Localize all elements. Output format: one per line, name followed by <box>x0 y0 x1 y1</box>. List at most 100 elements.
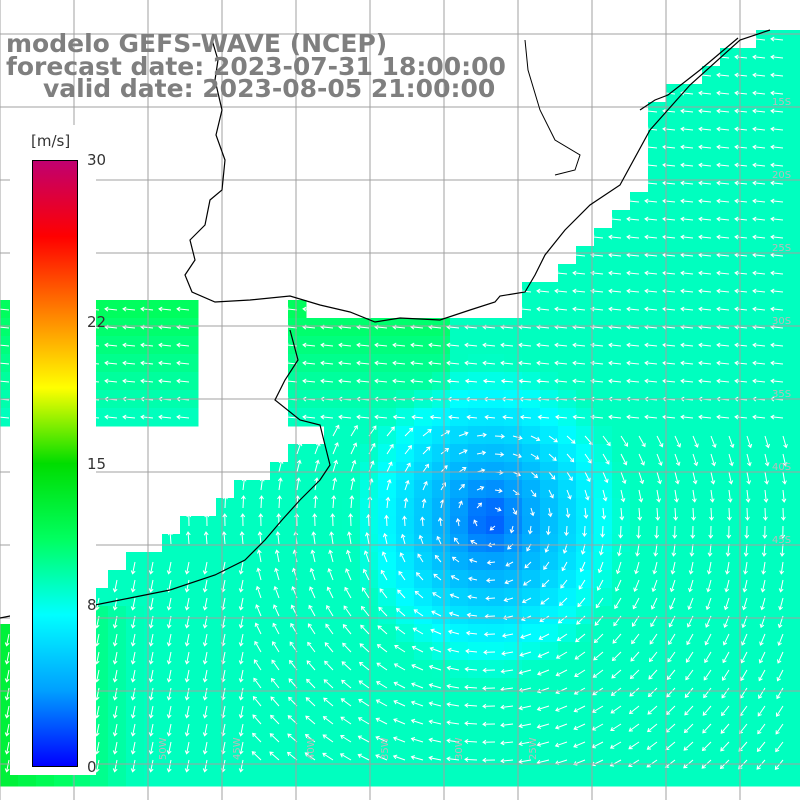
wind-arrow <box>698 252 712 258</box>
wind-arrow <box>270 696 280 707</box>
wind-arrow <box>404 445 412 455</box>
wind-arrow <box>259 477 265 491</box>
field-cell <box>648 480 667 499</box>
wind-arrow <box>662 180 676 186</box>
wind-arrow <box>536 378 550 384</box>
field-cell <box>666 138 685 157</box>
wind-arrow <box>674 435 682 448</box>
field-cell <box>594 246 613 265</box>
field-cell <box>666 570 685 589</box>
field-cell <box>648 120 667 139</box>
field-cell <box>594 354 613 373</box>
field-cell <box>432 660 451 679</box>
wind-arrow <box>709 489 715 503</box>
wind-arrow <box>494 433 505 439</box>
wind-arrow <box>130 651 136 665</box>
field-cell <box>774 732 793 751</box>
field-cell <box>108 642 127 661</box>
wind-arrow <box>381 551 388 563</box>
field-cell <box>396 750 415 769</box>
wind-arrow <box>609 741 622 749</box>
wind-arrow <box>764 471 769 485</box>
field-cell <box>414 660 433 679</box>
wind-arrow <box>446 306 460 312</box>
field-cell <box>576 552 595 571</box>
field-cell <box>792 192 800 211</box>
wind-arrow <box>273 585 280 599</box>
wind-arrow <box>518 378 532 384</box>
wind-arrow <box>548 471 556 480</box>
wind-arrow <box>350 477 356 491</box>
wind-arrow <box>410 700 424 707</box>
field-cell <box>252 642 271 661</box>
wind-arrow <box>626 216 640 222</box>
wind-arrow <box>564 525 569 537</box>
latitude-label: 25S <box>772 243 791 254</box>
field-cell <box>648 750 667 769</box>
wind-arrow <box>536 741 550 747</box>
field-cell <box>360 624 379 643</box>
field-cell <box>576 516 595 535</box>
field-cell <box>738 210 757 229</box>
field-cell <box>792 282 800 301</box>
field-cell <box>162 642 181 661</box>
wind-arrow <box>698 90 712 96</box>
field-cell <box>558 264 577 283</box>
field-cell <box>702 516 721 535</box>
wind-arrow <box>112 759 118 773</box>
field-cell <box>666 228 685 247</box>
wind-arrow <box>392 414 406 420</box>
wind-arrow <box>272 622 280 635</box>
wind-arrow <box>482 360 496 366</box>
field-cell <box>774 354 793 373</box>
field-cell <box>234 768 253 787</box>
wind-arrow <box>566 453 575 463</box>
field-cell <box>684 408 703 427</box>
field-cell <box>378 714 397 733</box>
wind-arrow <box>741 597 748 611</box>
field-cell <box>774 534 793 553</box>
field-cell <box>558 714 577 733</box>
field-cell <box>396 768 415 787</box>
wind-arrow <box>398 570 406 581</box>
wind-arrow <box>759 633 766 646</box>
wind-arrow <box>202 651 208 665</box>
wind-arrow <box>322 734 334 743</box>
wind-arrow <box>345 568 352 581</box>
field-cell <box>702 120 721 139</box>
field-cell <box>144 606 163 625</box>
wind-arrow <box>356 342 370 348</box>
field-cell <box>522 336 541 355</box>
wind-arrow <box>483 649 496 655</box>
wind-arrow <box>703 687 712 699</box>
field-cell <box>702 192 721 211</box>
field-cell <box>738 138 757 157</box>
field-cell <box>612 372 631 391</box>
wind-arrow <box>683 741 694 751</box>
wind-arrow <box>702 705 712 716</box>
field-cell <box>738 750 757 769</box>
field-cell <box>594 372 613 391</box>
field-cell <box>270 714 289 733</box>
wind-arrow <box>410 360 424 366</box>
wind-arrow <box>158 306 172 312</box>
field-cell <box>414 768 433 787</box>
wind-arrow <box>602 471 609 484</box>
field-cell <box>648 336 667 355</box>
field-cell <box>288 624 307 643</box>
field-cell <box>702 300 721 319</box>
field-cell <box>702 462 721 481</box>
wind-arrow <box>422 480 428 491</box>
wind-arrow <box>241 477 247 491</box>
wind-arrow <box>662 234 676 240</box>
wind-arrow <box>140 360 154 366</box>
field-cell <box>180 642 199 661</box>
field-cell <box>558 768 577 787</box>
wind-arrow <box>328 549 334 563</box>
field-cell <box>774 444 793 463</box>
wind-arrow <box>602 435 611 447</box>
field-cell <box>792 480 800 499</box>
wind-arrow <box>482 685 496 691</box>
field-cell <box>216 696 235 715</box>
field-cell <box>144 660 163 679</box>
